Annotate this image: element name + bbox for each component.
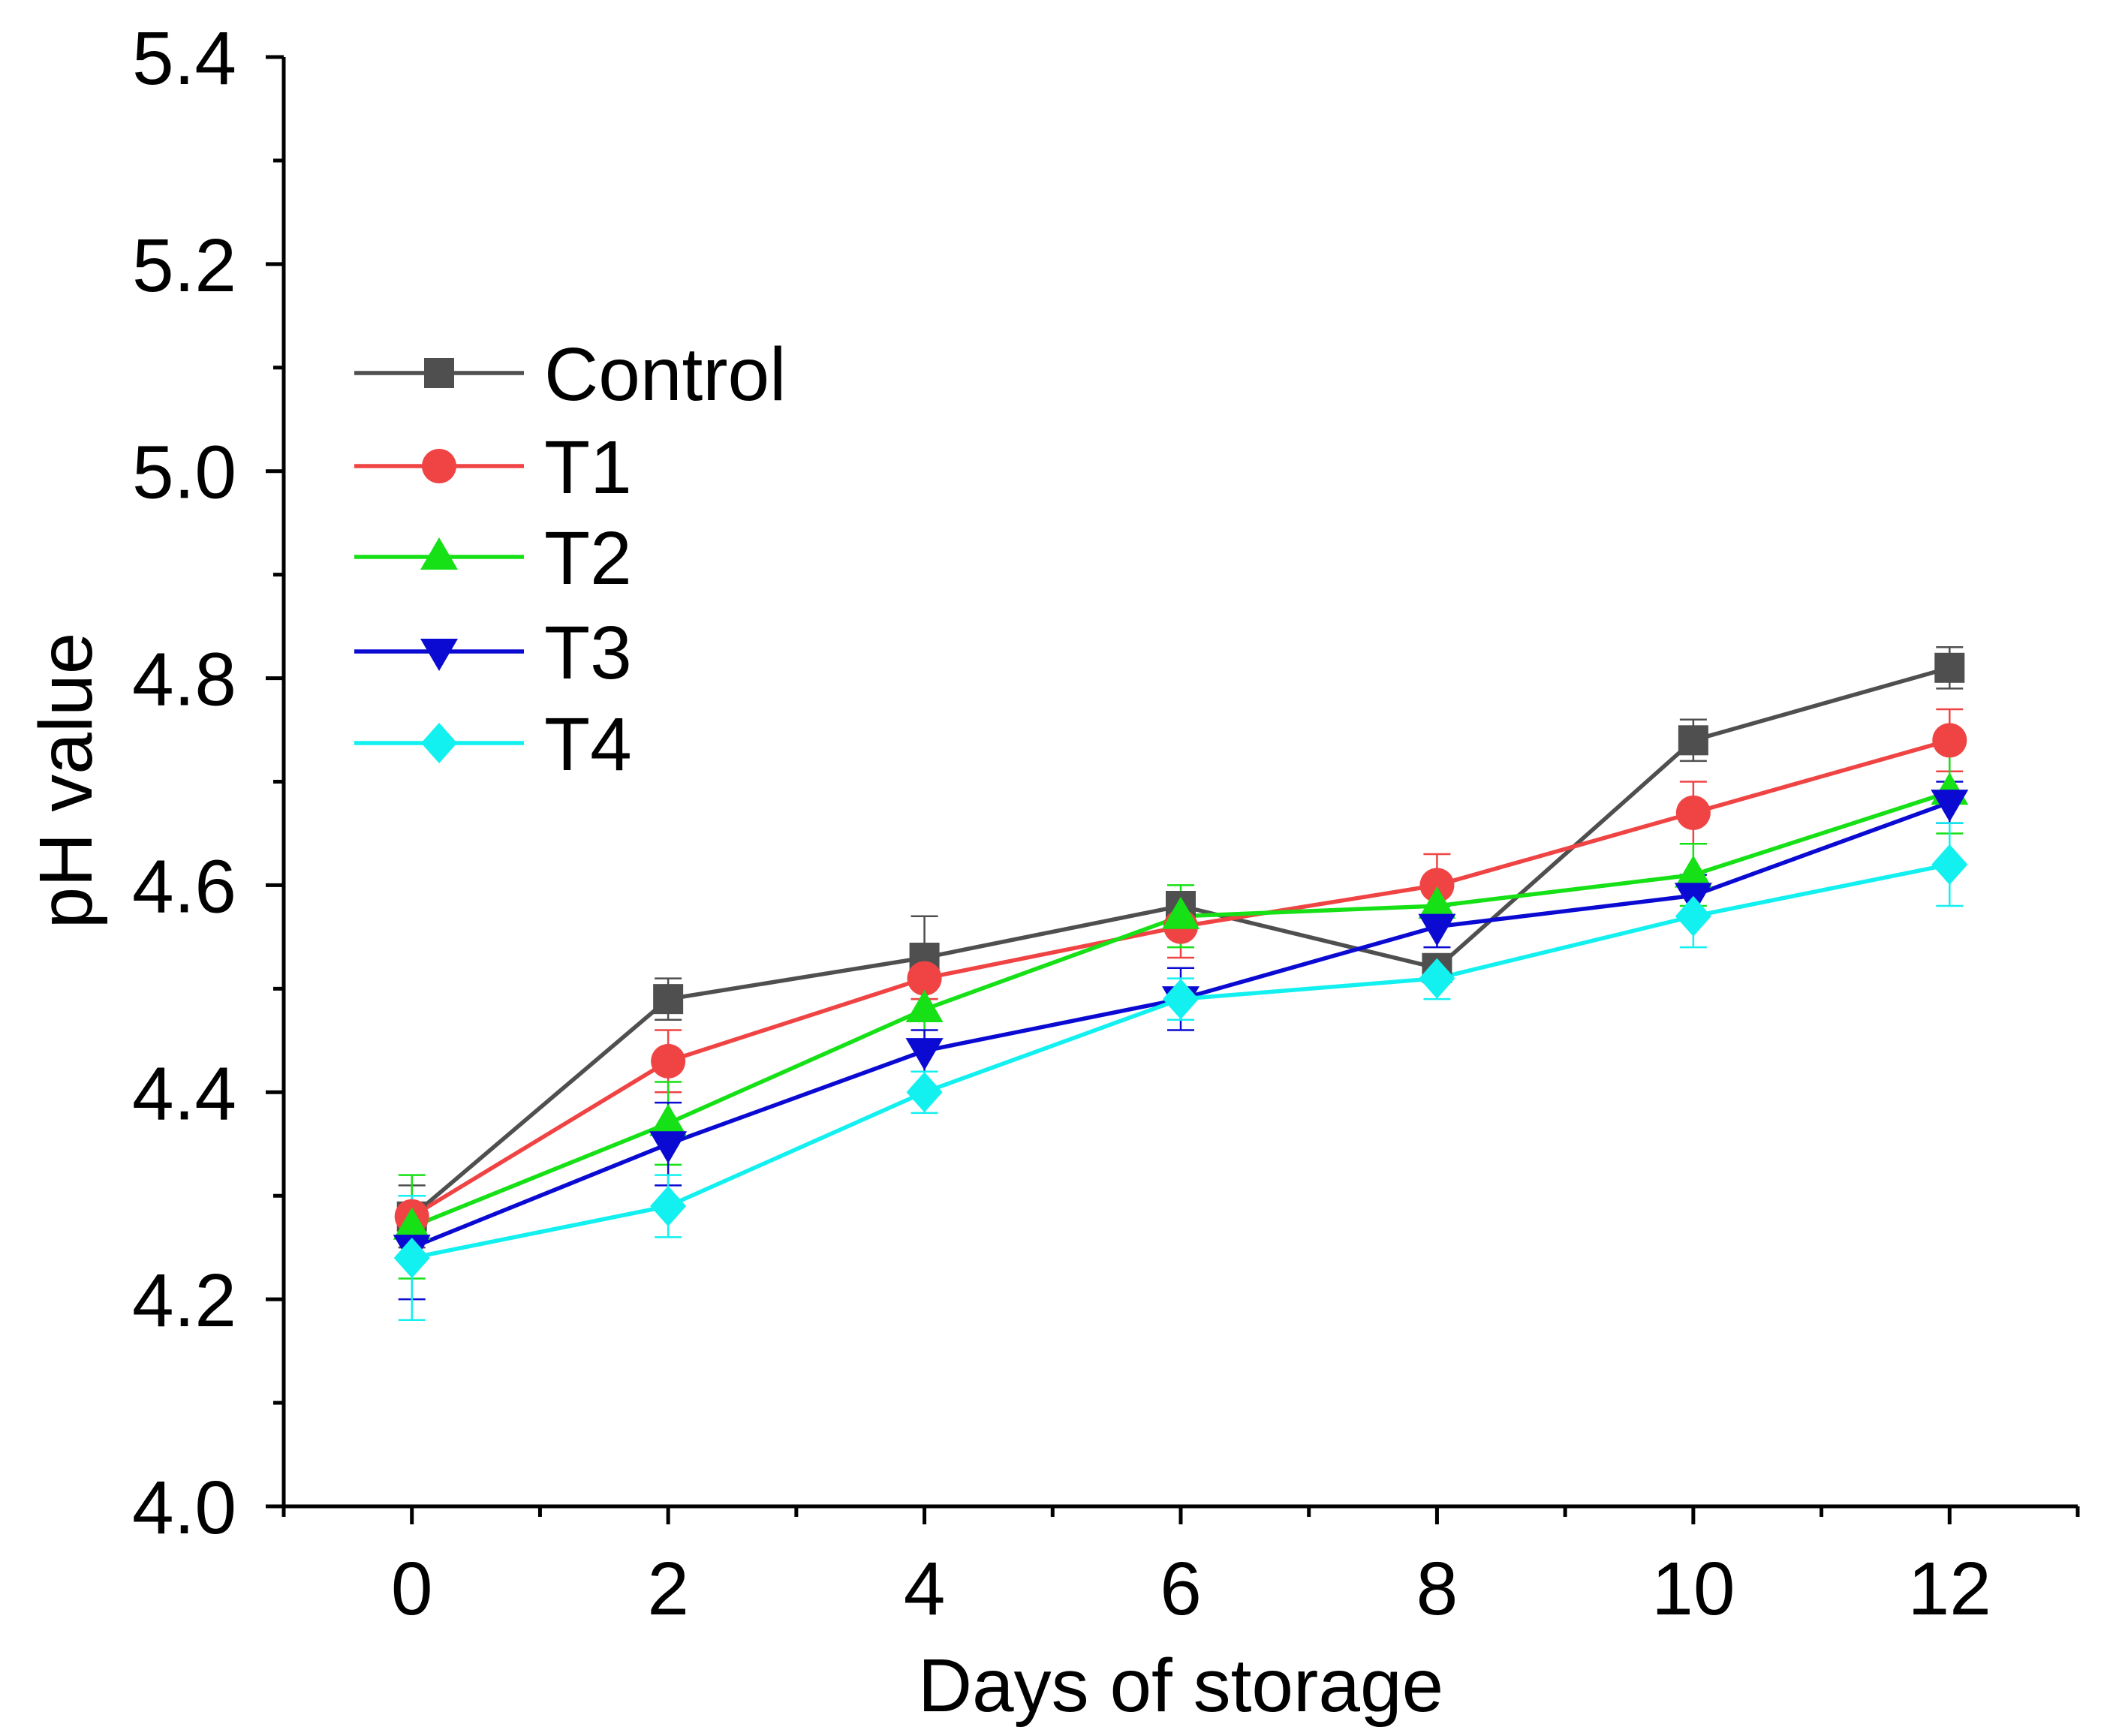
x-tick-label: 8 <box>1416 1547 1458 1631</box>
legend-swatch-marker <box>421 723 457 763</box>
series-t3-marker-day-4 <box>905 1038 944 1071</box>
series-t2-marker-day-2 <box>649 1103 688 1136</box>
series-t1-marker-day-2 <box>651 1043 686 1079</box>
x-axis-title: Days of storage <box>918 1644 1443 1728</box>
series-t1-marker-day-12 <box>1932 723 1967 758</box>
legend-item-t1: T1 <box>354 426 632 510</box>
y-tick-label: 5.0 <box>132 431 236 515</box>
legend-label: T2 <box>544 516 632 600</box>
series-t2-marker-day-6 <box>1162 896 1199 929</box>
y-tick-label: 4.2 <box>132 1259 236 1343</box>
series-t1-marker-day-4 <box>907 961 942 996</box>
series-t4-marker-day-12 <box>1931 844 1968 885</box>
series-t4-marker-day-4 <box>906 1072 943 1113</box>
series-t4-marker-day-2 <box>650 1186 687 1227</box>
x-tick-label: 2 <box>647 1547 689 1631</box>
x-tick-label: 4 <box>904 1547 946 1631</box>
series-t1-marker-day-8 <box>1419 868 1455 903</box>
y-tick-label: 4.4 <box>132 1052 236 1136</box>
series-lines <box>410 666 1951 1260</box>
series-t4-marker-day-6 <box>1163 979 1199 1020</box>
y-tick-label: 5.2 <box>132 224 236 308</box>
series-control-marker-day-2 <box>653 984 684 1015</box>
y-tick-label: 5.4 <box>132 17 236 101</box>
legend-swatch-marker <box>424 358 454 388</box>
legend-swatch-marker <box>422 449 456 483</box>
legend-item-control: Control <box>354 332 786 417</box>
y-tick-label: 4.0 <box>132 1466 236 1550</box>
legend-label: T4 <box>544 703 632 787</box>
series-t2-marker-day-10 <box>1674 855 1712 888</box>
x-tick-label: 12 <box>1908 1547 1991 1631</box>
series-t4-marker-day-10 <box>1675 895 1711 937</box>
legend-swatch-marker <box>420 639 458 671</box>
legend-label: Control <box>544 332 786 417</box>
y-tick-label: 4.6 <box>132 844 236 928</box>
series-t3-marker-day-8 <box>1418 913 1456 946</box>
x-tick-label: 10 <box>1651 1547 1735 1631</box>
series-t3-marker-day-2 <box>649 1131 688 1164</box>
series-markers <box>393 652 1969 1278</box>
legend-item-t2: T2 <box>354 516 632 600</box>
series-t2-marker-day-4 <box>905 989 944 1022</box>
series-t2-marker-day-8 <box>1418 886 1456 919</box>
x-tick-label: 0 <box>391 1547 433 1631</box>
legend-item-t4: T4 <box>354 703 632 787</box>
legend-label: T3 <box>544 611 632 695</box>
x-tick-label: 6 <box>1160 1547 1202 1631</box>
axes: 4.0 4.2 4.4 4.6 4.8 5.0 5.2 5.4 0 2 4 6 8 10 12 <box>132 17 2080 1631</box>
legend-label: T1 <box>544 426 632 510</box>
y-tick-label: 4.8 <box>132 638 236 722</box>
series-t1-marker-day-10 <box>1675 795 1711 830</box>
series-t4-marker-day-8 <box>1419 958 1455 999</box>
series-t4-marker-day-0 <box>393 1237 430 1278</box>
series-control-marker-day-10 <box>1678 725 1708 756</box>
legend-item-t3: T3 <box>354 611 632 695</box>
series-t2-marker-day-0 <box>393 1207 431 1240</box>
series-t3-marker-day-12 <box>1931 790 1969 823</box>
series-control-marker-day-12 <box>1934 652 1965 683</box>
legend-swatch-marker <box>420 537 458 570</box>
y-axis-title: pH value <box>24 633 108 929</box>
